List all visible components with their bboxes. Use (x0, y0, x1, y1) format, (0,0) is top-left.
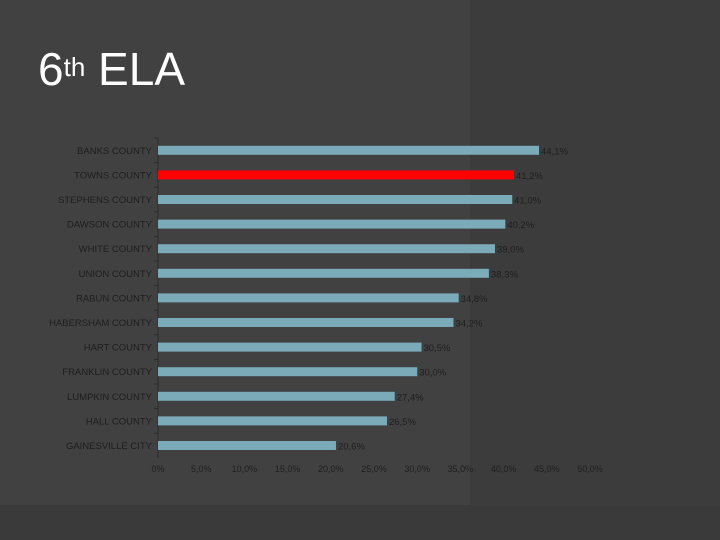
title-text: ELA (85, 43, 186, 95)
slide-title: 6th ELA (38, 42, 185, 96)
category-label: STEPHENS COUNTY (58, 195, 153, 206)
category-label: RABUN COUNTY (76, 293, 153, 304)
value-label: 38,3% (491, 269, 518, 280)
bar-lumpkin-county (158, 391, 395, 401)
bar-rabun-county (158, 293, 459, 303)
category-label: DAWSON COUNTY (67, 220, 153, 231)
bar-towns-county (158, 170, 514, 180)
value-label: 27,4% (397, 392, 424, 403)
value-label: 26,5% (389, 417, 416, 428)
value-label: 41,0% (514, 196, 541, 207)
x-tick-label: 30,0% (404, 464, 430, 474)
title-superscript: th (63, 52, 86, 82)
category-labels: BANKS COUNTY TOWNS COUNTY STEPHENS COUNTY D… (49, 146, 153, 452)
x-tick-label: 0% (151, 464, 164, 474)
bar-white-county (158, 244, 495, 254)
category-label: TOWNS COUNTY (74, 170, 153, 181)
category-label: LUMPKIN COUNTY (67, 392, 153, 403)
category-label: GAINESVILLE CITY (66, 441, 153, 452)
value-label: 30,5% (424, 343, 451, 354)
x-tick-label: 10,0% (232, 464, 258, 474)
chart-axis (154, 137, 159, 458)
value-labels: 44,1% 41,2% 41,0% 40,2% 39,0% 38,3% 34,8% 34,2%… (338, 146, 569, 452)
bar-stephens-county (158, 195, 513, 204)
value-label: 30,0% (419, 368, 446, 379)
category-label: HALL COUNTY (86, 416, 153, 427)
category-label: HART COUNTY (84, 343, 153, 354)
bar-banks-county (158, 145, 540, 155)
background-panel-right (470, 0, 720, 540)
value-label: 20,6% (338, 442, 365, 453)
x-tick-label: 35,0% (448, 464, 474, 474)
x-tick-label: 20,0% (318, 464, 344, 474)
category-label: HABERSHAM COUNTY (49, 318, 153, 329)
x-tick-label: 5,0% (191, 464, 212, 474)
x-tick-label: 45,0% (534, 464, 560, 474)
bar-hall-county (158, 416, 387, 426)
bar-hart-county (158, 342, 422, 352)
category-label: BANKS COUNTY (77, 146, 153, 157)
bar-franklin-county (158, 367, 418, 377)
x-axis-ticks: 0% 5,0% 10,0% 15,0% 20,0% 25,0% 30,0% 35,0% 40,0… (151, 464, 602, 474)
value-label: 34,8% (461, 294, 488, 305)
value-label: 41,2% (516, 171, 543, 182)
bar-union-county (158, 268, 489, 278)
bar-dawson-county (158, 219, 506, 229)
category-label: WHITE COUNTY (79, 244, 153, 255)
bar-habersham-county (158, 318, 454, 327)
value-label: 40,2% (507, 220, 534, 231)
x-tick-label: 40,0% (491, 464, 517, 474)
title-number: 6 (38, 43, 64, 95)
x-tick-label: 25,0% (361, 464, 387, 474)
chart-bars (158, 145, 540, 450)
value-label: 34,2% (455, 319, 482, 330)
category-label: FRANKLIN COUNTY (62, 367, 152, 378)
category-label: UNION COUNTY (79, 269, 153, 280)
value-label: 44,1% (541, 146, 568, 157)
bar-gainesville-city (158, 441, 336, 450)
value-label: 39,0% (497, 245, 524, 256)
x-tick-label: 15,0% (275, 464, 301, 474)
x-tick-label: 50,0% (577, 464, 603, 474)
background-panel-bottom (0, 505, 720, 540)
